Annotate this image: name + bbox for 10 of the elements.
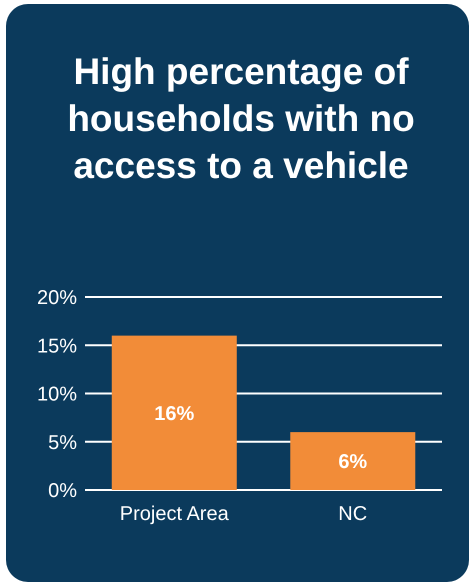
data-label: 6%: [338, 451, 368, 474]
y-tick-label: 10%: [36, 384, 78, 406]
chart-title: High percentage of households with no access to a vehicle: [66, 50, 416, 188]
x-tick-label: NC: [338, 503, 368, 526]
x-tick-label: Project Area: [120, 503, 230, 526]
y-tick-label: 15%: [36, 335, 78, 358]
y-tick-label: 20%: [36, 287, 78, 310]
data-label: 16%: [154, 402, 195, 425]
y-tick-label: 5%: [48, 432, 78, 454]
y-tick-label: 0%: [48, 480, 78, 502]
